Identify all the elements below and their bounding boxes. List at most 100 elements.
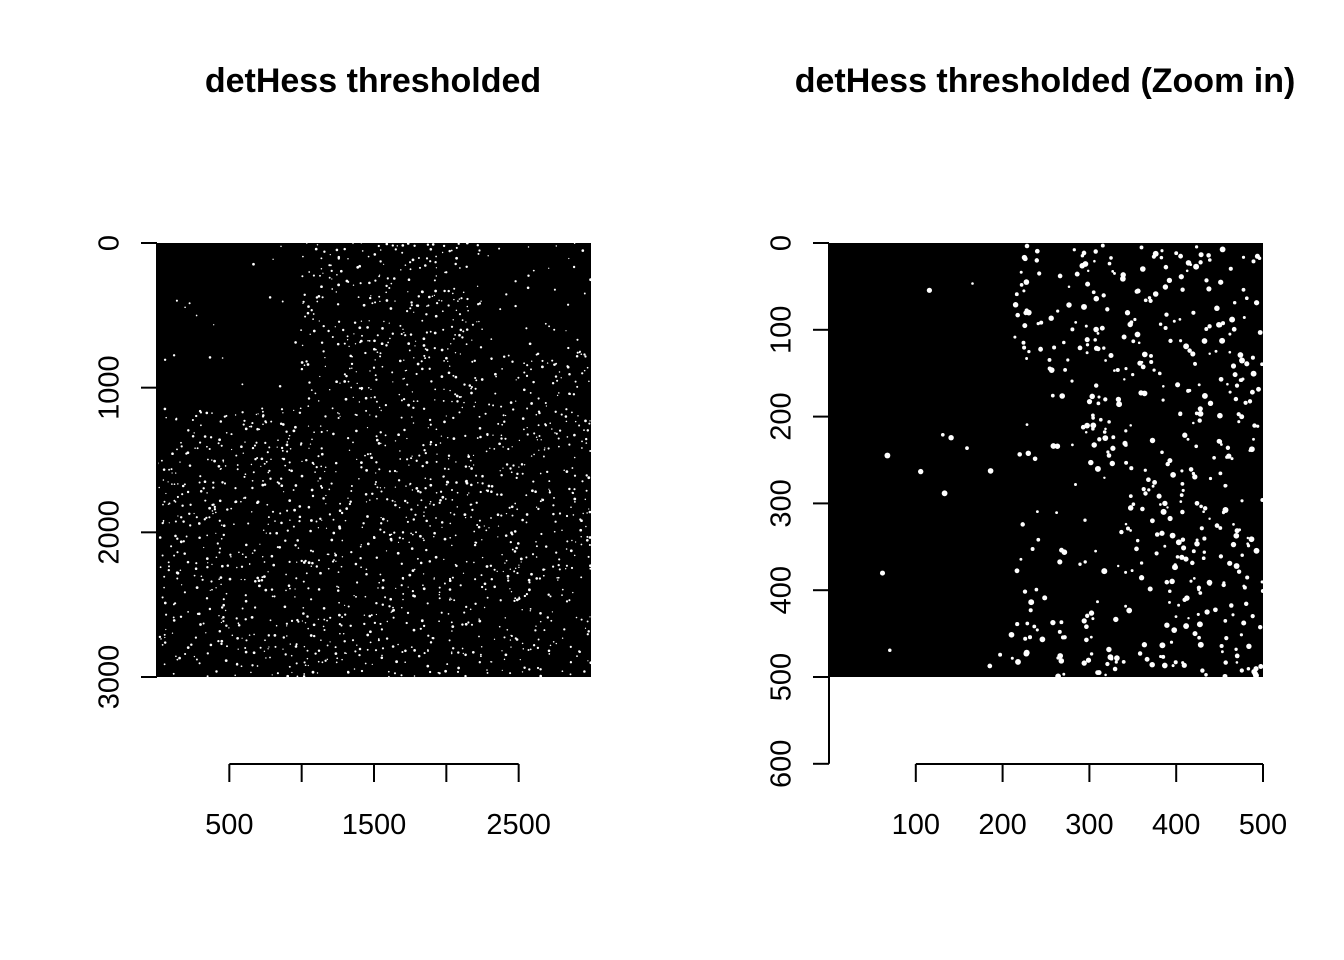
spot: [298, 505, 302, 508]
spot: [311, 438, 313, 441]
spot: [280, 446, 284, 450]
spot: [445, 271, 448, 274]
spot: [408, 464, 410, 466]
spot: [1169, 532, 1176, 539]
spot: [484, 412, 487, 415]
spot: [412, 594, 415, 597]
spot: [284, 653, 287, 656]
spot: [172, 619, 176, 622]
spot: [267, 523, 270, 526]
spot: [302, 255, 304, 258]
spot: [565, 420, 568, 423]
spot: [440, 521, 444, 524]
spot: [1085, 281, 1091, 287]
spot: [1178, 253, 1183, 259]
spot: [353, 668, 356, 670]
spot: [456, 400, 459, 403]
spot: [527, 246, 530, 248]
spot: [515, 598, 519, 602]
spot: [571, 411, 573, 414]
spot: [1014, 292, 1019, 297]
spot: [529, 648, 532, 651]
spot: [1089, 393, 1095, 400]
spot: [1152, 479, 1158, 485]
spot: [572, 591, 574, 594]
spot: [253, 549, 256, 552]
spot: [548, 491, 552, 494]
spot: [1082, 261, 1089, 267]
spot: [309, 598, 313, 601]
spot: [548, 267, 550, 269]
spot: [510, 531, 513, 535]
spot: [182, 520, 185, 523]
spot: [1050, 619, 1056, 626]
spot: [452, 319, 454, 321]
spot: [530, 402, 533, 405]
spot: [373, 396, 376, 399]
spot: [253, 606, 257, 609]
spot: [307, 505, 311, 509]
spot: [303, 673, 306, 675]
spot: [560, 413, 563, 416]
spot: [406, 242, 410, 245]
spot: [354, 343, 357, 345]
spot: [1101, 293, 1106, 298]
spot: [1198, 591, 1203, 595]
spot: [341, 539, 344, 542]
spot: [450, 621, 453, 624]
spot: [435, 267, 438, 269]
spot: [1039, 320, 1044, 325]
spot: [1050, 443, 1057, 449]
spot: [268, 646, 270, 648]
spot: [1183, 623, 1190, 630]
spot: [583, 429, 585, 431]
spot: [217, 639, 220, 643]
spot: [365, 409, 368, 412]
spot: [339, 502, 342, 505]
spot: [496, 493, 499, 496]
spot: [307, 405, 310, 407]
spot: [383, 320, 385, 323]
spot: [400, 269, 402, 271]
spot: [1084, 624, 1089, 630]
spot: [448, 639, 451, 642]
spot: [350, 386, 353, 389]
spot: [379, 622, 382, 625]
spot: [1106, 450, 1110, 454]
spot: [1223, 660, 1228, 665]
spot: [580, 543, 583, 546]
spot: [208, 607, 212, 611]
spot: [1152, 291, 1159, 297]
spot: [423, 511, 425, 513]
spot: [415, 459, 418, 462]
spot: [1025, 423, 1029, 426]
spot: [379, 487, 382, 489]
spot: [317, 527, 320, 529]
spot: [281, 449, 284, 452]
spot: [510, 591, 513, 593]
spot: [480, 655, 482, 658]
spot: [438, 299, 440, 302]
spot: [521, 518, 524, 522]
spot: [402, 537, 404, 540]
spot: [318, 559, 320, 562]
spot: [528, 668, 531, 671]
spot: [392, 381, 394, 383]
spot: [1160, 508, 1167, 515]
spot: [368, 340, 371, 342]
spot: [1124, 522, 1128, 526]
spot: [370, 397, 372, 399]
spot: [258, 584, 261, 588]
spot: [338, 601, 340, 604]
spot: [510, 471, 513, 474]
spot: [501, 669, 503, 672]
spot: [208, 516, 211, 519]
spot: [451, 292, 454, 295]
spot: [578, 650, 581, 653]
spot: [172, 672, 175, 675]
spot: [213, 505, 216, 509]
spot: [163, 575, 166, 578]
spot: [1237, 352, 1244, 358]
spot: [1091, 290, 1096, 295]
spot: [1042, 595, 1048, 601]
